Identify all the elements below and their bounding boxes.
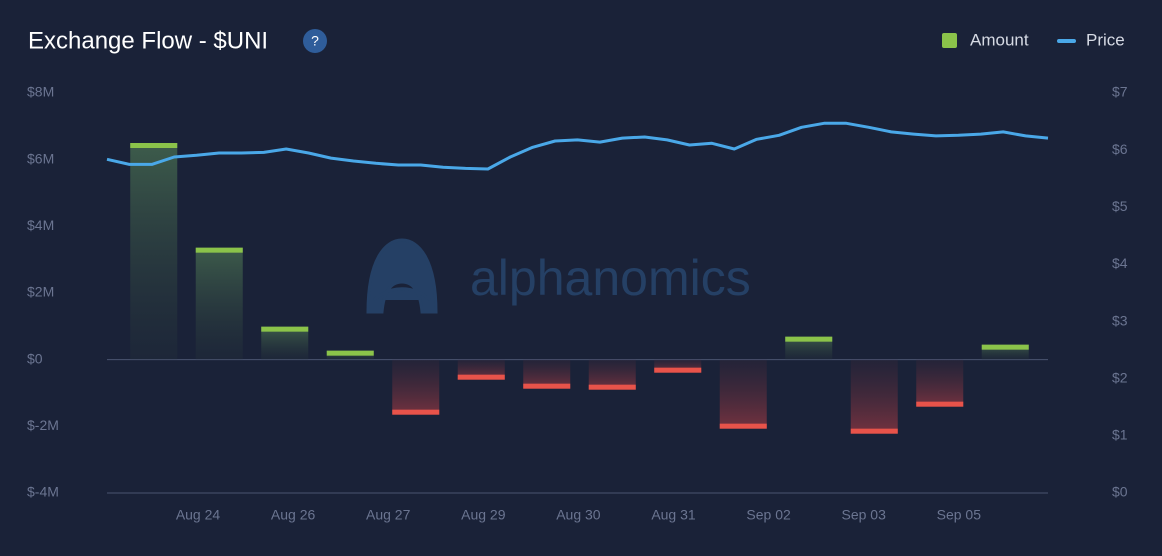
bar xyxy=(130,143,178,360)
watermark-logo xyxy=(366,238,438,314)
bar-cap xyxy=(457,374,505,380)
bar-body xyxy=(785,336,833,360)
bar-cap xyxy=(719,423,767,429)
bar-cap xyxy=(392,409,440,415)
bar xyxy=(785,336,833,360)
legend-swatch xyxy=(942,33,957,48)
help-icon[interactable] xyxy=(303,29,327,53)
y-tick-label: $-2M xyxy=(27,417,59,433)
bar-cap xyxy=(654,367,702,373)
y-tick-label: $-4M xyxy=(27,484,59,500)
bar xyxy=(588,359,636,390)
y2-tick-label: $5 xyxy=(1112,198,1128,214)
help-icon-text[interactable]: ? xyxy=(311,33,319,49)
bar xyxy=(392,359,440,415)
bar-cap xyxy=(523,383,571,389)
bar-body xyxy=(392,359,440,415)
bar xyxy=(850,359,898,434)
bar-cap xyxy=(785,336,833,342)
x-tick-label: Aug 29 xyxy=(461,507,506,523)
y-tick-label: $4M xyxy=(27,217,54,233)
y-tick-label: $2M xyxy=(27,284,54,300)
y2-tick-label: $1 xyxy=(1112,427,1128,443)
y2-tick-label: $0 xyxy=(1112,484,1128,500)
y-tick-label: $6M xyxy=(27,150,54,166)
bar-cap xyxy=(326,350,374,356)
bar-body xyxy=(261,326,309,360)
price-line xyxy=(106,121,1049,171)
bar-cap xyxy=(588,384,636,390)
y2-tick-label: $4 xyxy=(1112,255,1128,271)
x-tick-label: Sep 03 xyxy=(842,507,887,523)
x-tick-label: Sep 05 xyxy=(937,507,982,523)
legend-label: Price xyxy=(1086,30,1125,49)
bar xyxy=(195,247,243,360)
bar xyxy=(523,359,571,389)
y-tick-label: $0 xyxy=(27,350,43,366)
bar-cap xyxy=(850,428,898,434)
bar-body xyxy=(916,359,964,407)
bar-body xyxy=(850,359,898,434)
bar-body xyxy=(719,359,767,429)
watermark: alphanomics xyxy=(366,238,751,314)
bar-cap xyxy=(981,344,1029,350)
x-tick-label: Aug 30 xyxy=(556,507,601,523)
bar-cap xyxy=(195,247,243,253)
y2-tick-label: $7 xyxy=(1112,84,1128,100)
bar-body xyxy=(130,143,178,360)
bar xyxy=(916,359,964,407)
y2-tick-label: $2 xyxy=(1112,369,1128,385)
bar-cap xyxy=(261,326,309,332)
bar-cap xyxy=(916,401,964,407)
y2-tick-label: $3 xyxy=(1112,312,1128,328)
bar-body xyxy=(195,247,243,360)
chart-title: Exchange Flow - $UNI xyxy=(28,27,268,54)
x-tick-label: Aug 31 xyxy=(651,507,696,523)
x-tick-label: Aug 27 xyxy=(366,507,411,523)
x-tick-label: Aug 24 xyxy=(176,507,221,523)
bar xyxy=(326,350,374,360)
legend: Amount Price xyxy=(942,30,1125,49)
bar xyxy=(981,344,1029,360)
bar xyxy=(719,359,767,429)
watermark-text: alphanomics xyxy=(470,250,751,306)
y2-tick-label: $6 xyxy=(1112,141,1128,157)
bar-cap xyxy=(130,143,178,148)
legend-label: Amount xyxy=(970,30,1029,49)
y-tick-label: $8M xyxy=(27,84,54,100)
x-tick-label: Aug 26 xyxy=(271,507,316,523)
bar xyxy=(457,359,505,380)
bar xyxy=(654,359,702,373)
bar xyxy=(261,326,309,360)
x-tick-label: Sep 02 xyxy=(746,507,791,523)
